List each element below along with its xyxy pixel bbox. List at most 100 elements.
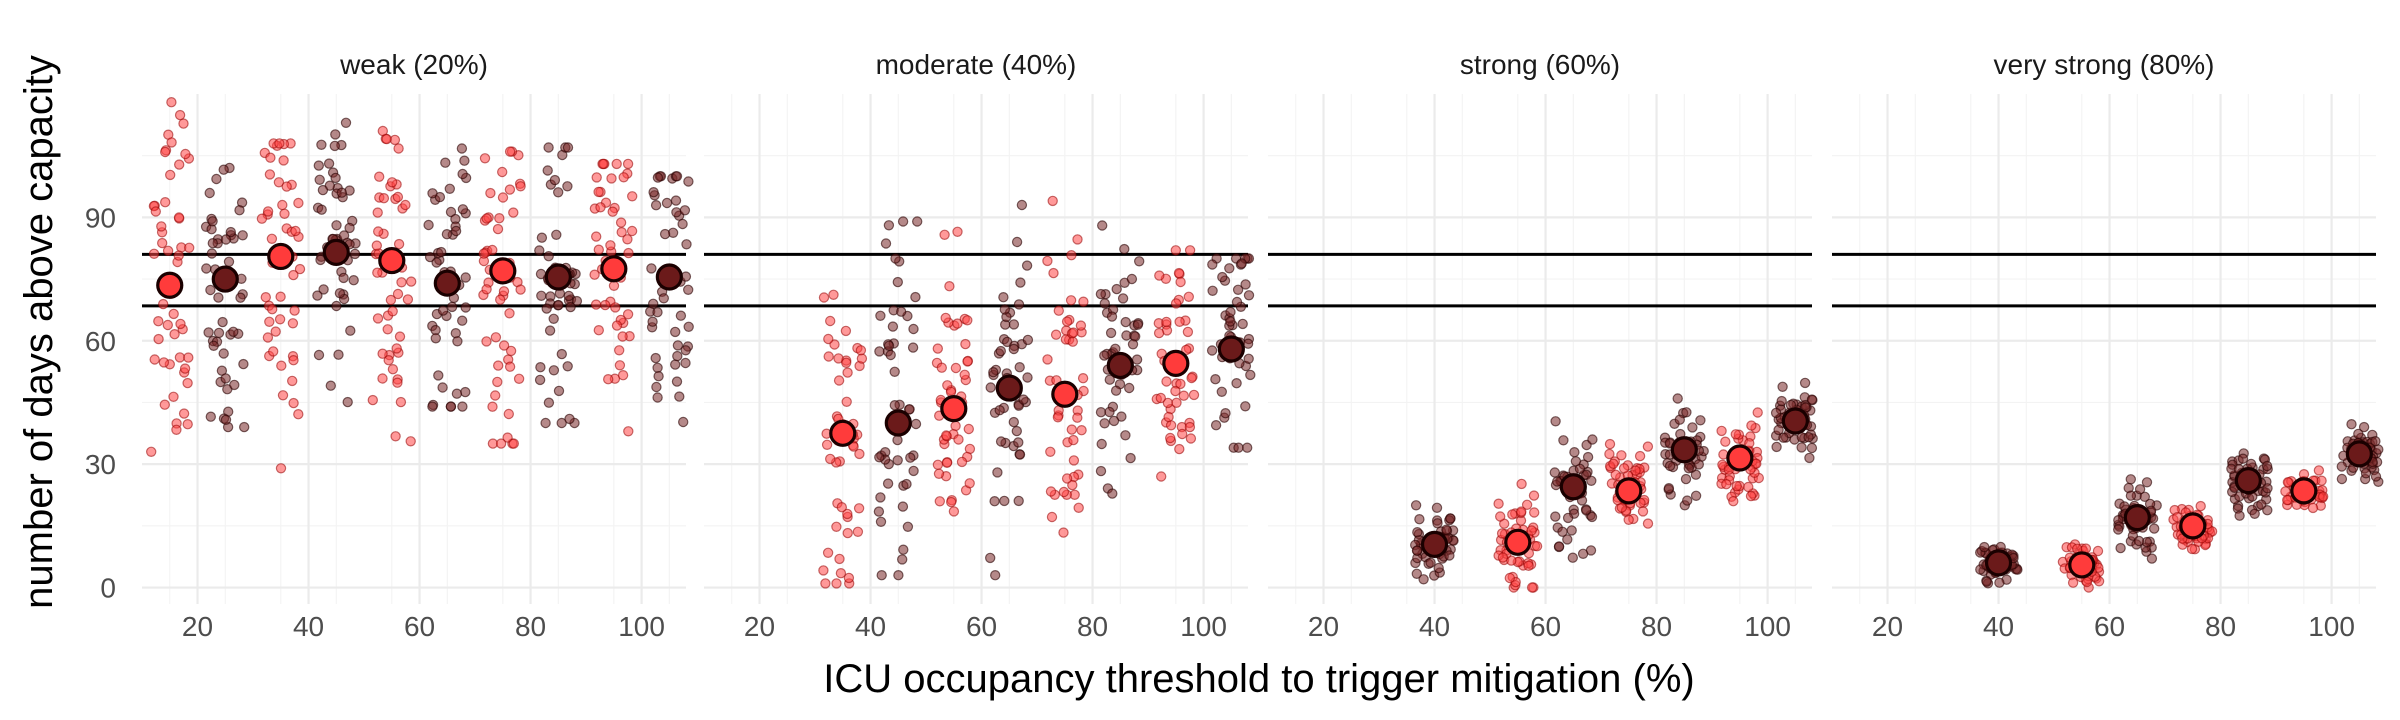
scatter-point: [1132, 319, 1144, 330]
scatter-point: [1068, 327, 1079, 338]
scatter-point: [171, 424, 182, 435]
scatter-point: [385, 294, 397, 306]
scatter-point: [164, 169, 176, 181]
scatter-point: [885, 349, 896, 361]
scatter-point: [317, 184, 329, 196]
scatter-point: [1220, 408, 1231, 419]
scatter-point: [841, 396, 852, 407]
scatter-point: [2358, 421, 2370, 433]
scatter-point: [494, 212, 505, 224]
scatter-point: [1979, 541, 1990, 553]
scatter-point: [897, 216, 909, 227]
scatter-point: [329, 140, 340, 152]
scatter-point: [173, 212, 185, 223]
scatter-point: [842, 508, 853, 520]
scatter-point: [1022, 372, 1033, 383]
mean-marker: [1217, 335, 1245, 363]
scatter-point: [451, 388, 463, 399]
scatter-point: [159, 196, 171, 208]
scatter-point: [235, 292, 246, 303]
scatter-point: [2081, 576, 2093, 588]
scatter-point: [1721, 479, 1732, 490]
scatter-point: [157, 298, 169, 310]
scatter-point: [591, 231, 602, 242]
scatter-point: [1072, 412, 1083, 423]
scatter-point: [1549, 467, 1561, 478]
scatter-point: [1117, 293, 1129, 304]
scatter-point: [1623, 514, 1634, 526]
scatter-point: [551, 229, 562, 240]
mean-marker: [2123, 504, 2151, 532]
scatter-point: [274, 138, 285, 149]
panel-strip-label: very strong (80%): [1994, 49, 2215, 80]
scatter-point: [556, 348, 568, 360]
scatter-point: [2115, 542, 2126, 554]
scatter-point: [1663, 483, 1675, 494]
y-axis: 0 30 60 90: [85, 202, 116, 603]
scatter-point: [237, 230, 248, 241]
scatter-point: [2195, 500, 2206, 512]
scatter-point: [340, 117, 352, 129]
scatter-point: [505, 345, 517, 357]
scatter-point: [1058, 486, 1070, 498]
scatter-point: [843, 572, 855, 584]
scatter-point: [288, 397, 299, 409]
scatter-point: [828, 289, 839, 300]
scatter-point: [441, 228, 453, 240]
scatter-point: [534, 245, 545, 256]
scatter-point: [1216, 386, 1228, 397]
x-tick-label: 40: [855, 611, 886, 642]
scatter-point: [498, 286, 510, 297]
scatter-point: [670, 359, 681, 370]
scatter-point: [1011, 236, 1023, 248]
scatter-point: [959, 369, 970, 380]
scatter-point: [452, 336, 463, 347]
scatter-point: [495, 294, 506, 305]
scatter-point: [238, 421, 250, 433]
scatter-point: [543, 397, 555, 408]
mean-marker: [1162, 349, 1190, 377]
scatter-point: [1184, 421, 1196, 433]
scatter-point: [430, 333, 441, 344]
scatter-point: [946, 496, 957, 508]
scatter-point: [893, 570, 904, 581]
scatter-point: [1042, 255, 1053, 267]
scatter-point: [333, 349, 344, 360]
scatter-point: [1634, 450, 1646, 462]
scatter-point: [2092, 545, 2104, 557]
mean-marker: [1726, 444, 1754, 472]
scatter-point: [1553, 541, 1565, 552]
scatter-point: [840, 325, 852, 337]
scatter-point: [821, 439, 833, 450]
scatter-point: [1016, 199, 1028, 211]
scatter-point: [1431, 502, 1443, 513]
scatter-point: [1095, 465, 1107, 477]
scatter-point: [323, 158, 335, 169]
scatter-point: [1161, 316, 1172, 328]
scatter-point: [950, 362, 962, 374]
scatter-point: [1022, 334, 1034, 346]
scatter-point: [220, 234, 232, 245]
scatter-point: [1562, 512, 1574, 524]
scatter-point: [1013, 437, 1024, 448]
scatter-point: [330, 172, 341, 184]
scatter-point: [1184, 245, 1196, 256]
scatter-point: [985, 382, 996, 393]
scatter-point: [481, 213, 492, 224]
scatter-point: [377, 348, 388, 359]
scatter-point: [617, 331, 628, 342]
mean-marker: [544, 263, 572, 291]
mean-marker: [1504, 528, 1532, 556]
scatter-point: [218, 164, 229, 175]
scatter-point: [659, 228, 671, 240]
scatter-point: [890, 253, 901, 264]
scatter-point: [1217, 271, 1228, 283]
scatter-point: [623, 426, 634, 437]
scatter-point: [994, 405, 1005, 416]
scatter-point: [1123, 382, 1135, 394]
mean-marker: [211, 265, 239, 293]
scatter-point: [148, 248, 160, 259]
scatter-point: [2139, 491, 2150, 502]
scatter-point: [314, 174, 325, 185]
scatter-point: [1206, 345, 1218, 356]
